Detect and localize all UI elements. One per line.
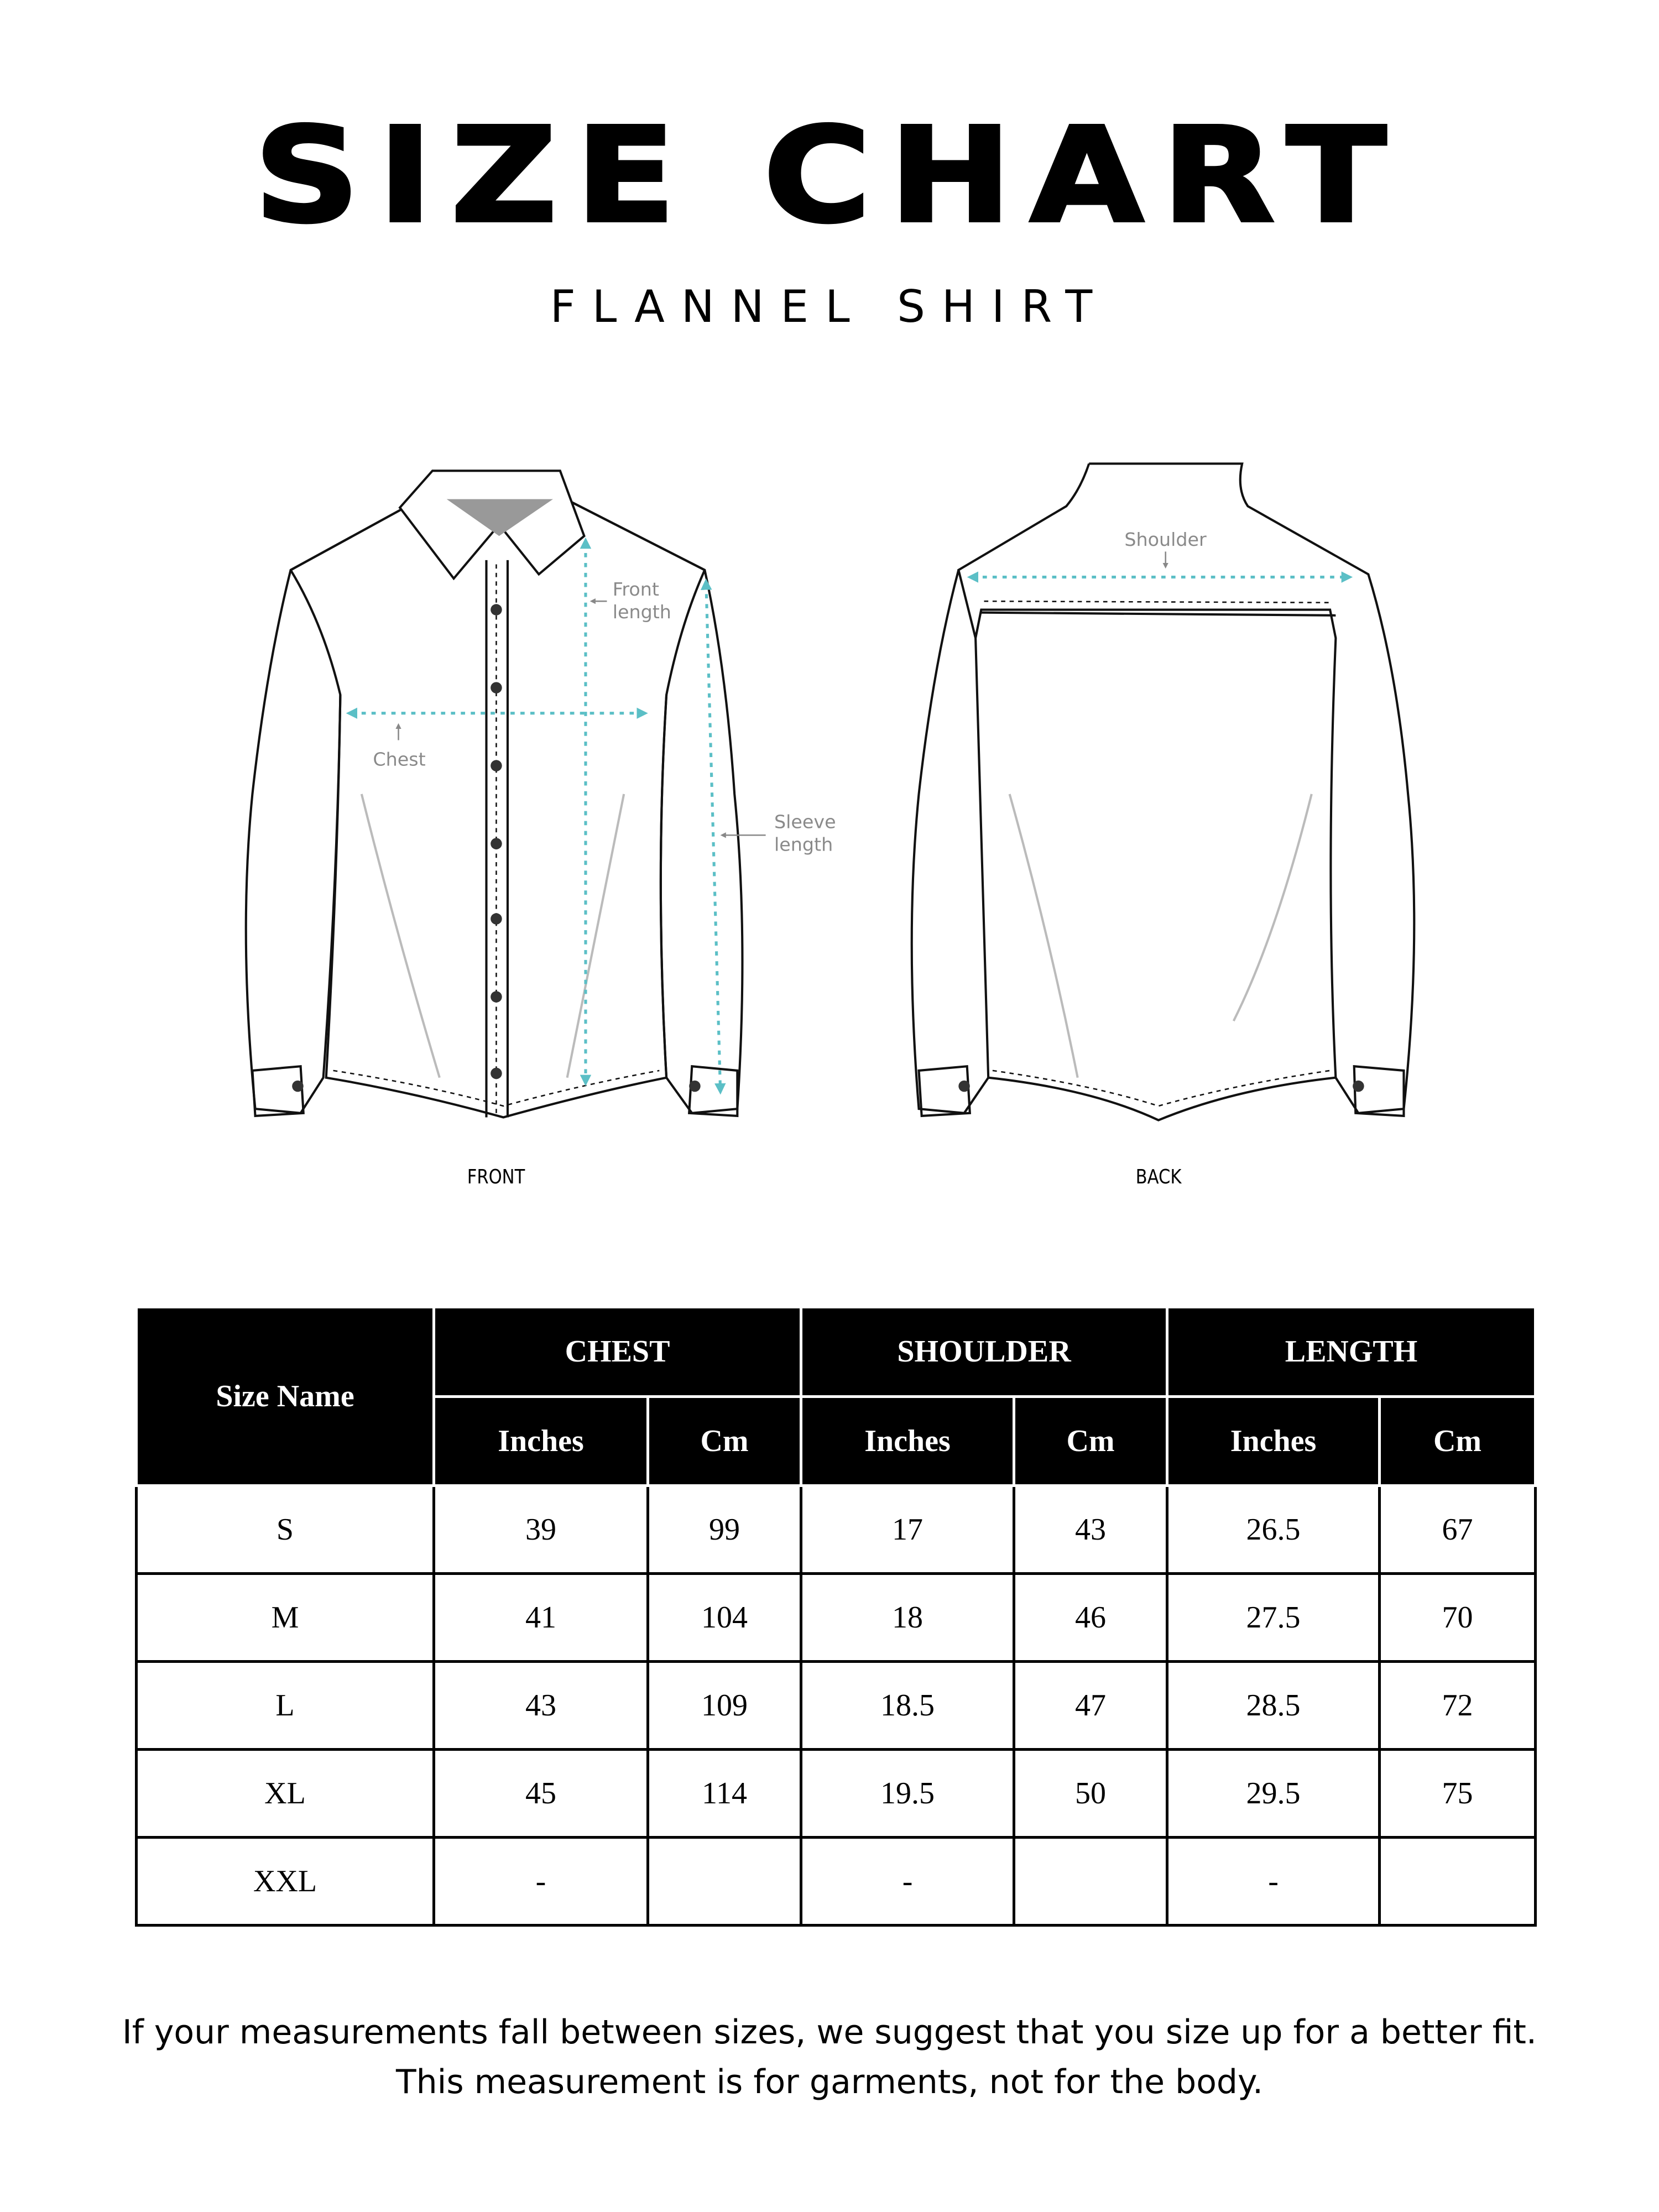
length-header: LENGTH xyxy=(1166,1306,1537,1398)
unit-header: Inches xyxy=(800,1395,1016,1487)
footer-note-1: If your measurements fall between sizes,… xyxy=(122,2013,1537,2052)
measurement-cell: 39 xyxy=(432,1484,649,1575)
size-cell: S xyxy=(135,1484,435,1575)
unit-header: Cm xyxy=(646,1395,803,1487)
measurement-cell xyxy=(646,1836,803,1927)
measurement-cell: 109 xyxy=(646,1660,803,1751)
measurement-cell: 41 xyxy=(432,1572,649,1663)
table-row: M 41 104 18 46 27.5 70 xyxy=(135,1572,1537,1663)
product-subtitle: FLANNEL SHIRT xyxy=(550,281,1109,332)
measurement-cell: 114 xyxy=(646,1748,803,1839)
size-table: Size Name CHEST SHOULDER LENGTH Inches C… xyxy=(135,1306,1537,1927)
table-row: XL 45 114 19.5 50 29.5 75 xyxy=(135,1748,1537,1839)
measurement-arrows xyxy=(346,537,1353,1095)
measurement-cell: 104 xyxy=(646,1572,803,1663)
measurement-cell: 26.5 xyxy=(1166,1484,1381,1575)
table-row: S 39 99 17 43 26.5 67 xyxy=(135,1484,1537,1575)
back-shirt-drawing xyxy=(910,462,1416,1121)
front-view-label: FRONT xyxy=(467,1166,525,1188)
shoulder-label: Shoulder xyxy=(1124,529,1207,550)
measurement-cell: 29.5 xyxy=(1166,1748,1381,1839)
chest-header: CHEST xyxy=(432,1306,803,1398)
size-cell: L xyxy=(135,1660,435,1751)
unit-header: Cm xyxy=(1013,1395,1169,1487)
measurement-cell: 43 xyxy=(432,1660,649,1751)
sleeve-length-label: Sleeve length xyxy=(774,811,836,855)
measurement-cell: 43 xyxy=(1013,1484,1169,1575)
measurement-cell: 50 xyxy=(1013,1748,1169,1839)
back-view-label: BACK xyxy=(1135,1166,1182,1188)
back-buttons xyxy=(958,1080,1364,1092)
measurement-cell: 72 xyxy=(1378,1660,1537,1751)
measurement-cell: 75 xyxy=(1378,1748,1537,1839)
front-length-label: Front length xyxy=(613,578,671,623)
measurement-cell: 70 xyxy=(1378,1572,1537,1663)
unit-header: Inches xyxy=(432,1395,649,1487)
measurement-cell: 19.5 xyxy=(800,1748,1016,1839)
size-cell: M xyxy=(135,1572,435,1663)
unit-header: Inches xyxy=(1166,1395,1381,1487)
size-cell: XL xyxy=(135,1748,435,1839)
measurement-cell: 17 xyxy=(800,1484,1016,1575)
measurement-cell: 28.5 xyxy=(1166,1660,1381,1751)
measurement-cell: 45 xyxy=(432,1748,649,1839)
measurement-cell: 99 xyxy=(646,1484,803,1575)
shoulder-header: SHOULDER xyxy=(800,1306,1169,1398)
measurement-cell xyxy=(1013,1836,1169,1927)
measurement-cell: - xyxy=(800,1836,1016,1927)
measurement-cell: 18 xyxy=(800,1572,1016,1663)
measurement-cell: 46 xyxy=(1013,1572,1169,1663)
measurement-cell: 67 xyxy=(1378,1484,1537,1575)
size-cell: XXL xyxy=(135,1836,435,1927)
sleeve-length-arrow xyxy=(700,578,726,1095)
footer-note-2: This measurement is for garments, not fo… xyxy=(395,2063,1264,2101)
measurement-cell xyxy=(1378,1836,1537,1927)
measurement-cell: 27.5 xyxy=(1166,1572,1381,1663)
measurement-cell: 18.5 xyxy=(800,1660,1016,1751)
measurement-cell: - xyxy=(432,1836,649,1927)
unit-header: Cm xyxy=(1378,1395,1537,1487)
measurement-cell: 47 xyxy=(1013,1660,1169,1751)
front-shirt-drawing xyxy=(244,469,744,1119)
page-title: SIZE CHART xyxy=(252,100,1405,252)
table-row: L 43 109 18.5 47 28.5 72 xyxy=(135,1660,1537,1751)
size-name-header: Size Name xyxy=(135,1306,435,1487)
front-buttons xyxy=(292,604,701,1092)
table-row: XXL - - - xyxy=(135,1836,1537,1927)
measurement-cell: - xyxy=(1166,1836,1381,1927)
chest-label: Chest xyxy=(373,749,425,770)
